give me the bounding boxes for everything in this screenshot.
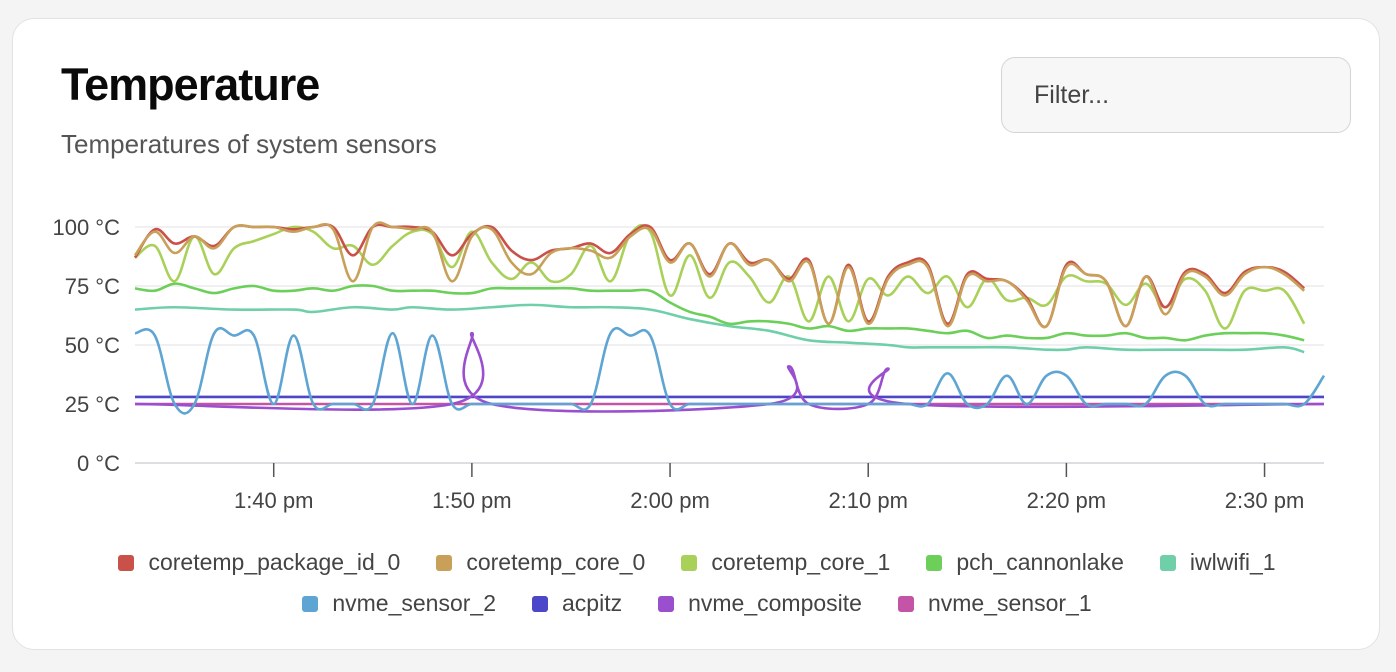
card-title: Temperature [61,59,320,110]
legend-label: nvme_composite [688,590,862,616]
legend-swatch [436,554,453,571]
legend-swatch [1159,554,1176,571]
series-line-iwlwifi-1 [134,303,1305,354]
series-line-coretemp-core-0 [133,221,1306,329]
temperature-line-chart: 0 °C 25 °C 50 °C 75 °C 100 °C 1:40 pm 1:50 pm… [52,215,1326,513]
legend-label: coretemp_core_0 [466,549,646,575]
y-tick-label: 75 °C [65,274,120,299]
legend-item-nvme-sensor-1[interactable]: nvme_sensor_1 [897,590,1092,617]
legend-swatch [658,595,675,612]
series-line-nvme-sensor-2 [134,327,1326,415]
series-line-nvme-composite [134,331,1325,413]
legend-swatch [897,595,914,612]
card-subtitle: Temperatures of system sensors [61,129,437,159]
legend-label: pch_cannonlake [956,549,1124,575]
series-lines [133,221,1326,415]
legend-item-nvme-composite[interactable]: nvme_composite [658,590,862,617]
x-tick-label: 2:00 pm [630,488,710,513]
legend-label: acpitz [562,590,623,616]
legend-label: iwlwifi_1 [1189,549,1276,575]
x-tick-label: 1:40 pm [234,488,314,513]
legend-label: coretemp_core_1 [711,549,891,575]
legend-swatch [302,595,319,612]
legend-item-pch-cannonlake[interactable]: pch_cannonlake [926,549,1124,576]
y-axis: 0 °C 25 °C 50 °C 75 °C 100 °C [52,215,120,476]
x-axis: 1:40 pm 1:50 pm 2:00 pm 2:10 pm 2:20 pm 2:30 … [234,463,1304,513]
temperature-card: Temperature Temperatures of system senso… [12,18,1380,650]
legend-item-iwlwifi-1[interactable]: iwlwifi_1 [1159,549,1276,576]
y-tick-label: 25 °C [65,392,120,417]
legend-label: coretemp_package_id_0 [148,549,401,575]
legend-swatch [532,595,549,612]
legend-swatch [681,554,698,571]
legend-swatch [926,554,943,571]
legend-item-coretemp-package-id-0[interactable]: coretemp_package_id_0 [118,549,400,576]
legend-item-coretemp-core-0[interactable]: coretemp_core_0 [436,549,645,576]
x-tick-label: 2:10 pm [828,488,908,513]
legend-swatch [118,554,135,571]
y-tick-label: 100 °C [52,215,120,240]
legend-item-nvme-sensor-2[interactable]: nvme_sensor_2 [302,590,496,617]
x-tick-label: 2:30 pm [1225,488,1305,513]
legend-label: nvme_sensor_1 [927,590,1092,616]
legend-label: nvme_sensor_2 [332,590,497,616]
legend-item-coretemp-core-1[interactable]: coretemp_core_1 [681,549,890,576]
y-tick-label: 50 °C [65,333,120,358]
x-tick-label: 2:20 pm [1027,488,1107,513]
x-tick-label: 1:50 pm [432,488,512,513]
legend-item-acpitz[interactable]: acpitz [532,590,622,617]
y-tick-label: 0 °C [77,451,120,476]
series-line-pch-cannonlake [134,282,1305,342]
filter-input[interactable] [1001,57,1351,133]
chart-legend: coretemp_package_id_0 coretemp_core_0 core… [13,549,1381,617]
